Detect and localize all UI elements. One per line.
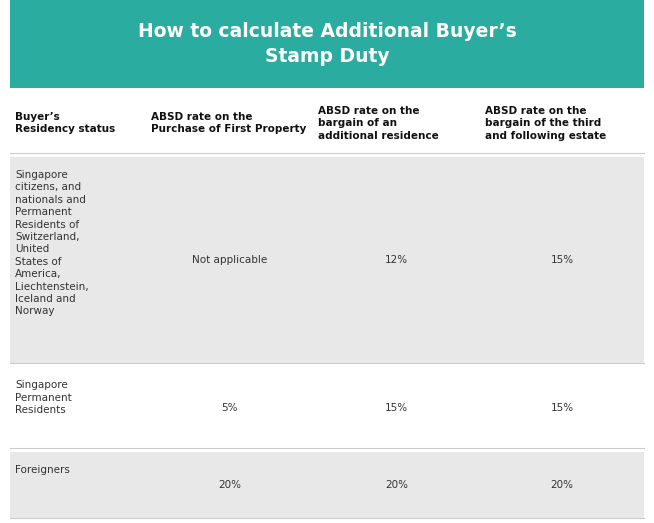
Text: 20%: 20%: [551, 480, 574, 490]
Text: Not applicable: Not applicable: [192, 255, 267, 265]
Text: ABSD rate on the
bargain of an
additional residence: ABSD rate on the bargain of an additiona…: [318, 106, 439, 141]
Text: Singapore
Permanent
Residents: Singapore Permanent Residents: [15, 380, 72, 415]
Text: 15%: 15%: [385, 403, 408, 413]
Bar: [313, 452, 480, 518]
Text: ABSD rate on the
bargain of the third
and following estate: ABSD rate on the bargain of the third an…: [485, 106, 606, 141]
Text: 12%: 12%: [385, 255, 408, 265]
Text: 20%: 20%: [385, 480, 408, 490]
Bar: [146, 452, 313, 518]
Text: Buyer’s
Residency status: Buyer’s Residency status: [15, 112, 115, 134]
Text: 15%: 15%: [551, 403, 574, 413]
Bar: [146, 367, 313, 448]
Text: 20%: 20%: [218, 480, 241, 490]
Text: Foreigners: Foreigners: [15, 465, 70, 475]
Text: How to calculate Additional Buyer’s
Stamp Duty: How to calculate Additional Buyer’s Stam…: [137, 22, 517, 66]
Bar: [313, 367, 480, 448]
Text: ABSD rate on the
Purchase of First Property: ABSD rate on the Purchase of First Prope…: [152, 112, 307, 134]
Text: 15%: 15%: [551, 255, 574, 265]
Bar: [146, 157, 313, 363]
Bar: [10, 367, 146, 448]
Bar: [313, 157, 480, 363]
Bar: [480, 157, 644, 363]
Bar: [10, 452, 146, 518]
Bar: [480, 367, 644, 448]
Bar: [480, 452, 644, 518]
Text: Singapore
citizens, and
nationals and
Permanent
Residents of
Switzerland,
United: Singapore citizens, and nationals and Pe…: [15, 170, 89, 316]
Text: 5%: 5%: [221, 403, 238, 413]
Bar: [10, 157, 146, 363]
Bar: [10, 0, 644, 88]
